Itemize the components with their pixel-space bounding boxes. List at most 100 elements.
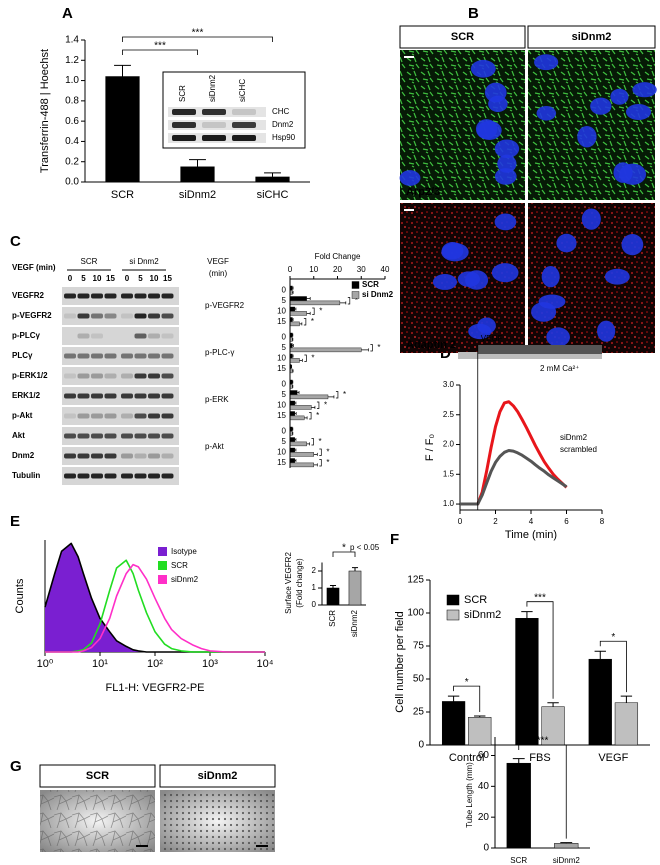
blot-band [64,453,76,459]
nucleus [538,294,566,309]
error-bar [294,459,297,462]
stain-label: Arp2/3 [406,186,440,198]
blot-band [161,393,174,399]
row-label: p-VEGFR2 [12,311,52,320]
blot-band [91,313,103,319]
x-axis-label: FL1-H: VEGFR2-PE [105,682,204,694]
error-bar [351,567,359,571]
blot-band [104,453,117,459]
blot-band [232,135,256,141]
error-bar [299,322,303,326]
bar [289,400,295,406]
error-bar [560,842,573,844]
significance-label: * [319,306,322,315]
blot-band [161,333,174,339]
significance-bracket [335,391,339,399]
blot-band [77,413,90,419]
x-tick-label: SCR [111,189,134,201]
significance-bracket [370,344,373,352]
x-tick-label: 2 [493,517,498,526]
blot-band [121,393,133,399]
nucleus [465,270,489,290]
blot-band [104,313,117,319]
error-bar [306,297,311,300]
group-label: SCR [81,257,98,266]
significance-bracket [526,601,554,699]
x-tick-label: siDnm2 [553,856,581,865]
nucleus [494,168,517,185]
x-tick-label: siDnm2 [179,189,216,201]
x-tick-label: siCHC [257,189,289,201]
nucleus [556,233,577,253]
column-header-label: siDnm2 [572,31,612,43]
significance-bracket [309,412,312,420]
blot-band [148,393,160,399]
blot-band [104,413,117,419]
blot-band [232,122,256,128]
legend-swatch [158,575,167,584]
blot-band [134,353,147,359]
error-bar [299,358,303,362]
blot-band [134,473,147,479]
column-header [399,25,526,49]
lane-label: 5 [81,274,86,283]
y-tick-label: 60 [478,750,490,761]
significance-label: * [311,353,314,362]
error-bar [521,611,533,619]
error-bar [329,584,337,588]
y-axis-label: Cell number per field [394,611,406,713]
error-bar [292,369,294,373]
bar [289,321,300,327]
series-label: siDnm2 [560,433,588,442]
blot-band [134,333,147,339]
blot-strip [62,467,179,485]
blot-band [148,453,160,459]
y-tick-label: 0 [418,740,424,751]
row-label: PLCγ [12,351,33,360]
x-tick-label: 10² [147,658,163,670]
y-tick-label: 0.0 [65,177,79,188]
group-label: si Dnm2 [129,257,159,266]
y-axis-label: Transferrin-488 | Hoechst [39,49,51,173]
significance-note: p < 0.05 [350,543,380,552]
blot-band [148,333,160,339]
y-tick-label: 25 [413,707,425,718]
lane-label: SCR [178,85,187,102]
y-tick-label: 20 [478,812,490,823]
blot-band [134,313,147,319]
nucleus [546,327,570,347]
error-bar [189,159,206,167]
panel-letter: B [468,5,479,22]
blot-band [148,373,160,379]
y-tick-label: 2 [312,566,317,575]
bar [554,843,579,849]
legend-label: SCR [171,561,188,570]
error-bar [474,715,486,718]
blot-strip [62,287,179,305]
lane-label: 5 [138,274,143,283]
blot-band [172,122,196,128]
blot-band [148,413,160,419]
nucleus [491,263,519,283]
blot-strip [62,387,179,405]
blot-band [104,353,117,359]
row-label: 10 [277,447,286,456]
y-tick-label: 0.4 [65,136,79,147]
row-label: 5 [282,437,287,446]
error-bar [297,391,300,394]
row-label: 0 [282,285,287,294]
significance-label: * [377,343,380,352]
blot-band [134,413,147,419]
row-label: Dnm2 [272,120,294,129]
row-label: 15 [277,364,286,373]
panel-letter: E [10,513,20,530]
column-header-label: SCR [451,31,474,43]
significance-bracket [518,744,567,839]
error-bar [313,463,318,467]
significance-label: *** [192,28,204,39]
baseline-bar [458,352,602,359]
y-tick-label: 2.5 [443,410,455,419]
legend-swatch [351,281,360,289]
y-tick-label: 40 [478,781,490,792]
blot-band [161,453,174,459]
